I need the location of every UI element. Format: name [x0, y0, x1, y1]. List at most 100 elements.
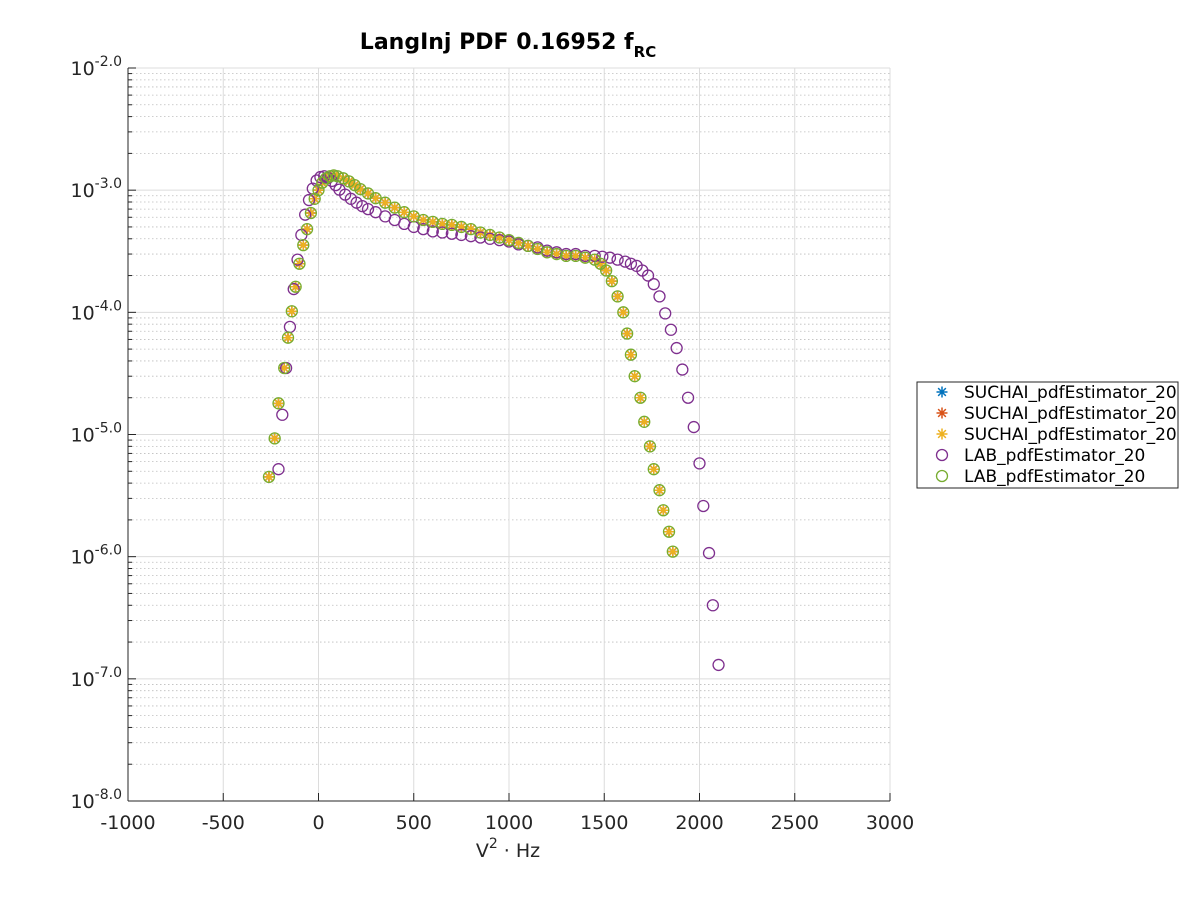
data-point — [300, 222, 314, 236]
data-point — [426, 225, 439, 238]
data-point — [638, 415, 651, 428]
data-point — [624, 257, 638, 270]
data-point — [272, 463, 285, 476]
data-point — [302, 193, 316, 207]
x-axis-label: V2 · Hz — [476, 836, 540, 862]
y-tick-label-exponent: -5.0 — [95, 421, 122, 437]
data-point-shape — [446, 219, 458, 231]
data-point — [606, 275, 618, 287]
y-tick-label: 10-2.0 — [70, 54, 122, 80]
data-point-shape — [272, 397, 284, 409]
data-point-shape — [541, 246, 553, 258]
data-point — [600, 264, 613, 277]
data-point — [389, 202, 401, 214]
x-axis-label-superscript: 2 — [489, 836, 498, 852]
data-point — [532, 243, 544, 255]
data-point-shape — [560, 250, 572, 262]
data-point — [629, 370, 641, 382]
data-point — [484, 229, 496, 241]
data-point — [657, 504, 670, 517]
series-5 — [262, 169, 679, 558]
data-point — [282, 332, 294, 344]
data-point — [681, 391, 695, 404]
data-point — [659, 307, 672, 320]
data-point — [262, 470, 276, 484]
data-point — [676, 363, 689, 376]
data-point-shape — [663, 526, 675, 538]
legend-marker — [936, 407, 948, 419]
y-tick-label-exponent: -6.0 — [95, 543, 122, 559]
data-point — [408, 210, 420, 222]
data-point — [620, 327, 634, 340]
data-point — [398, 206, 410, 218]
data-point — [272, 397, 285, 410]
y-tick-label-base: 10 — [70, 180, 94, 202]
data-point — [540, 246, 554, 259]
data-point — [379, 197, 391, 209]
data-point — [702, 546, 716, 560]
data-point — [560, 249, 573, 262]
legend-label: LAB_pdfEstimator_20 — [964, 467, 1145, 487]
data-point — [436, 226, 449, 239]
data-point-shape — [343, 175, 355, 187]
data-point-shape — [301, 223, 313, 235]
y-tick-label: 10-7.0 — [70, 665, 122, 691]
data-point-shape — [278, 362, 290, 374]
data-point — [278, 362, 290, 374]
legend: SUCHAI_pdfEstimator_20SUCHAI_pdfEstimato… — [916, 381, 1179, 489]
data-point — [493, 231, 505, 243]
data-point — [493, 231, 506, 244]
data-point — [600, 265, 612, 277]
data-point — [436, 218, 448, 230]
data-point-shape — [370, 192, 382, 204]
data-point — [638, 416, 650, 428]
y-tick-label-exponent: -2.0 — [95, 54, 122, 70]
data-point — [588, 249, 601, 262]
data-point — [641, 269, 655, 282]
data-point-shape — [436, 218, 448, 230]
data-point — [619, 255, 632, 268]
data-point — [617, 306, 630, 319]
data-point — [666, 545, 679, 558]
legend-label: SUCHAI_pdfEstimator_20 — [964, 404, 1177, 424]
data-point — [657, 504, 669, 516]
y-tick-label-base: 10 — [70, 669, 94, 691]
data-point-shape — [629, 370, 641, 382]
data-point-shape — [465, 223, 477, 235]
legend-marker-shape — [936, 407, 948, 419]
data-point-shape — [600, 265, 612, 277]
data-point — [617, 306, 629, 318]
data-point — [664, 323, 678, 336]
data-point — [697, 499, 710, 513]
data-point — [446, 219, 458, 231]
data-point — [285, 305, 298, 318]
y-tick-label-base: 10 — [70, 425, 94, 447]
data-point — [560, 250, 572, 262]
y-tick-label-exponent: -8.0 — [95, 787, 122, 803]
data-point — [417, 222, 430, 236]
data-point-shape — [408, 210, 420, 222]
data-point — [293, 258, 305, 270]
data-point — [474, 231, 487, 244]
data-point — [343, 175, 355, 187]
data-point-shape — [634, 392, 646, 404]
data-point-shape — [513, 237, 525, 249]
data-point — [290, 281, 302, 293]
data-point — [653, 290, 666, 303]
legend-marker — [935, 448, 949, 462]
data-point — [354, 183, 366, 195]
data-point — [693, 457, 706, 470]
data-point-shape — [362, 187, 374, 199]
data-point — [483, 232, 497, 245]
data-point — [263, 471, 275, 483]
y-tick-label: 10-5.0 — [70, 421, 122, 447]
data-point — [628, 370, 641, 383]
data-point — [293, 257, 306, 270]
x-tick-label: 1500 — [580, 812, 628, 834]
x-tick-label: -500 — [202, 812, 245, 834]
x-tick-label: 500 — [396, 812, 432, 834]
y-tick-label-base: 10 — [70, 302, 94, 324]
y-tick-label-exponent: -7.0 — [95, 665, 122, 681]
data-point — [312, 184, 325, 197]
data-point-shape — [263, 471, 275, 483]
